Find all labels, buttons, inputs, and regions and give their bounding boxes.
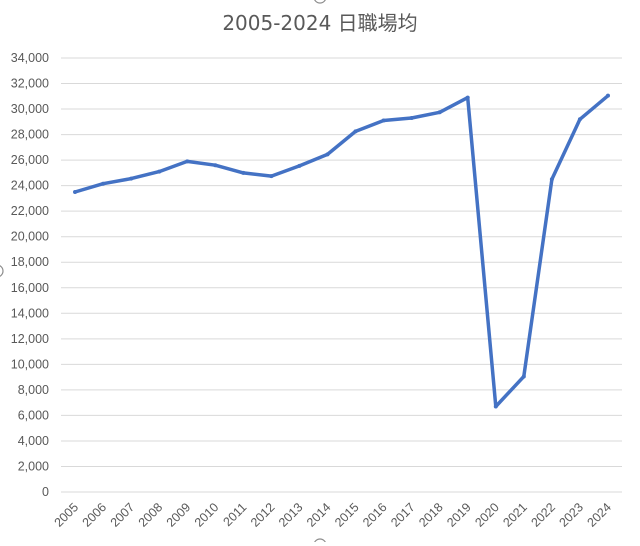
y-tick-label: 18,000 <box>11 255 49 269</box>
x-tick-label: 2017 <box>388 500 418 530</box>
y-tick-label: 6,000 <box>18 408 49 422</box>
y-tick-label: 10,000 <box>11 357 49 371</box>
y-tick-label: 34,000 <box>11 51 49 65</box>
y-tick-label: 28,000 <box>11 128 49 142</box>
data-point <box>409 115 414 120</box>
data-point <box>157 169 162 174</box>
data-point <box>73 190 78 195</box>
x-tick-label: 2008 <box>136 500 166 530</box>
resize-handle-left[interactable] <box>0 265 4 277</box>
y-tick-label: 8,000 <box>18 383 49 397</box>
x-tick-label: 2022 <box>528 500 558 530</box>
data-point <box>101 181 106 186</box>
x-tick-label: 2006 <box>80 500 110 530</box>
y-tick-label: 2,000 <box>18 459 49 473</box>
x-tick-label: 2014 <box>304 500 334 530</box>
x-tick-label: 2012 <box>248 500 278 530</box>
y-tick-label: 22,000 <box>11 204 49 218</box>
x-tick-label: 2019 <box>444 500 474 530</box>
series-line <box>73 93 610 409</box>
data-point <box>549 177 554 182</box>
data-point <box>269 174 274 179</box>
y-tick-label: 30,000 <box>11 102 49 116</box>
x-tick-label: 2016 <box>360 500 390 530</box>
y-tick-label: 20,000 <box>11 230 49 244</box>
resize-handle-top[interactable] <box>314 0 326 4</box>
x-tick-label: 2011 <box>221 500 250 529</box>
data-point <box>605 93 610 98</box>
data-point <box>185 159 190 164</box>
x-tick-label: 2020 <box>472 500 502 530</box>
data-point <box>521 374 526 379</box>
x-tick-label: 2005 <box>52 500 82 530</box>
gridlines <box>61 57 622 493</box>
data-point <box>465 95 470 100</box>
series-layer <box>73 93 610 409</box>
data-point <box>353 129 358 134</box>
y-tick-label: 26,000 <box>11 153 49 167</box>
data-point <box>241 170 246 175</box>
x-tick-label: 2015 <box>332 500 362 530</box>
x-tick-label: 2010 <box>192 500 222 530</box>
x-tick-label: 2023 <box>556 500 586 530</box>
y-tick-label: 12,000 <box>11 332 49 346</box>
y-tick-label: 24,000 <box>11 179 49 193</box>
y-axis-tick-labels: 0 2,000 4,000 6,000 8,000 10,000 12,000 14,000 1… <box>11 51 49 499</box>
x-tick-label: 2021 <box>500 500 530 530</box>
data-point <box>493 404 498 409</box>
y-tick-label: 16,000 <box>11 281 49 295</box>
data-point <box>437 110 442 115</box>
x-tick-label: 2018 <box>416 500 446 530</box>
y-tick-label: 4,000 <box>18 434 49 448</box>
data-point <box>381 118 386 123</box>
x-tick-label: 2007 <box>108 500 138 530</box>
chart-title: 2005-2024 日職場均 <box>222 11 417 35</box>
y-tick-label: 32,000 <box>11 77 49 91</box>
data-point <box>297 163 302 168</box>
data-point <box>213 163 218 168</box>
x-tick-label: 2024 <box>585 500 615 530</box>
data-point <box>577 117 582 122</box>
data-point <box>325 152 330 157</box>
x-tick-label: 2009 <box>164 500 194 530</box>
data-point <box>129 176 134 181</box>
y-tick-label: 14,000 <box>11 306 49 320</box>
y-tick-label: 0 <box>42 485 49 499</box>
x-tick-label: 2013 <box>276 500 306 530</box>
